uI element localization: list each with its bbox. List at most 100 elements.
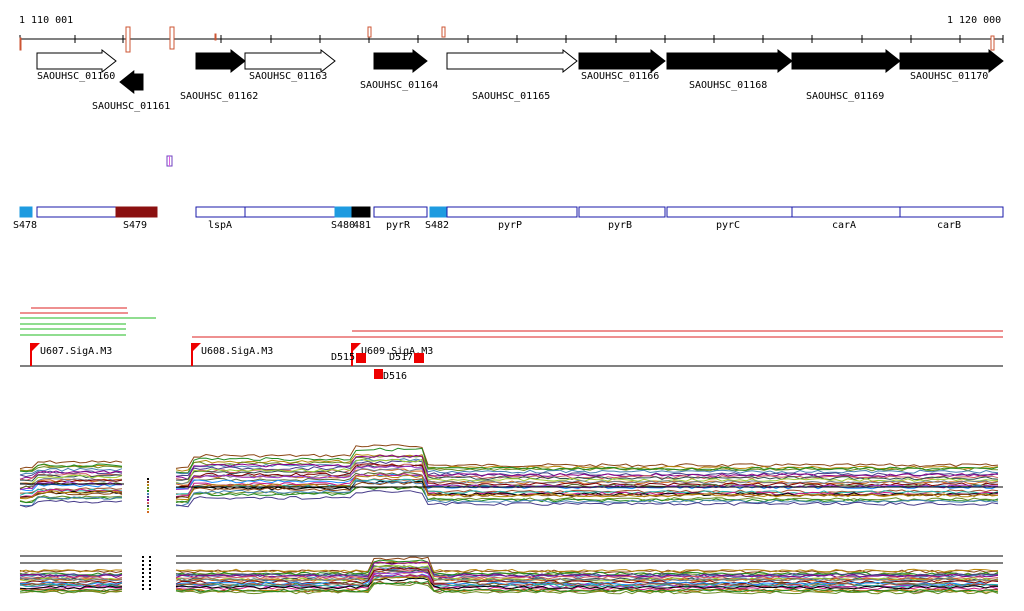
gene-label: SAOUHSC_01163 xyxy=(249,71,327,82)
segment-8[interactable]: pyrR xyxy=(373,206,428,231)
segment-6[interactable]: S480 xyxy=(331,206,355,231)
segment-4[interactable]: lspA xyxy=(195,206,246,231)
expression-gap-dot xyxy=(147,496,149,498)
ruler-track: 1 110 001 1 120 000 xyxy=(19,15,1004,53)
gene-label: SAOUHSC_01161 xyxy=(92,101,170,112)
promoter-track: U607.SigA.M3 U608.SigA.M3 U609.SigA.M3 D515… xyxy=(20,343,1003,382)
expression-line xyxy=(19,588,123,593)
expression-line xyxy=(175,490,999,508)
segment-label: pyrC xyxy=(716,220,740,231)
expression-line xyxy=(19,574,123,578)
segment-3[interactable]: S479 xyxy=(115,206,158,231)
gene-label: SAOUHSC_01160 xyxy=(37,71,115,82)
segment-12[interactable]: pyrC xyxy=(666,206,793,231)
expression-line xyxy=(19,575,123,580)
expression-line xyxy=(175,454,999,480)
segment-7[interactable]: 481 xyxy=(351,206,371,231)
gene-label: SAOUHSC_01162 xyxy=(180,91,258,102)
expression-gap-dot xyxy=(149,588,151,590)
gene-2[interactable]: SAOUHSC_01161 xyxy=(92,69,170,112)
gene-8[interactable]: SAOUHSC_01168 xyxy=(666,48,793,91)
expression-line xyxy=(19,473,123,482)
segment-label: S482 xyxy=(425,220,449,231)
segment-box xyxy=(899,206,1004,218)
segment-9[interactable]: S482 xyxy=(425,206,449,231)
segment-box xyxy=(115,206,158,218)
gene-label: SAOUHSC_01164 xyxy=(360,80,438,91)
expression-line xyxy=(175,567,999,585)
expression-gap-dot xyxy=(147,511,149,513)
promoter-flag xyxy=(192,343,201,352)
segment-1[interactable]: S478 xyxy=(13,206,37,231)
gene-7[interactable]: SAOUHSC_01166 xyxy=(578,48,666,82)
downstream-mark-3[interactable]: D517 xyxy=(389,352,424,363)
expression-gap-dot xyxy=(149,564,151,566)
expression-gap-dot xyxy=(142,560,144,562)
expression-line xyxy=(19,573,123,577)
expression-line xyxy=(175,573,999,591)
promoter-2[interactable]: U608.SigA.M3 xyxy=(191,343,273,366)
promoter-flag xyxy=(31,343,40,352)
expression-line xyxy=(19,578,123,582)
segment-2[interactable] xyxy=(36,206,117,218)
downstream-box xyxy=(414,353,424,363)
expression-gap-dot xyxy=(147,505,149,507)
reads-track xyxy=(20,307,1003,338)
expression-line xyxy=(19,577,123,582)
gene-arrow xyxy=(244,48,336,74)
gene-10[interactable]: SAOUHSC_01170 xyxy=(899,48,1004,82)
expression-line xyxy=(175,444,999,469)
segment-14[interactable]: carB xyxy=(899,206,1004,231)
expression-line xyxy=(19,490,123,500)
segment-box xyxy=(36,206,117,218)
segment-box xyxy=(373,206,428,218)
expression-gap-dot xyxy=(142,556,144,558)
gene-arrow xyxy=(791,48,901,74)
expression-gap-dot xyxy=(149,584,151,586)
downstream-mark-1[interactable]: D515 xyxy=(331,352,366,363)
expression-line xyxy=(175,561,998,573)
gene-5[interactable]: SAOUHSC_01164 xyxy=(360,48,438,91)
feature-marker xyxy=(367,26,372,38)
expression-gap-dot xyxy=(147,481,149,483)
promoter-flag xyxy=(352,343,361,352)
gene-9[interactable]: SAOUHSC_01169 xyxy=(791,48,901,102)
feature-markers xyxy=(19,26,995,53)
segment-10[interactable]: pyrP xyxy=(446,206,578,231)
segment-label: pyrP xyxy=(498,220,522,231)
promoter-1[interactable]: U607.SigA.M3 xyxy=(30,343,112,366)
gene-label: SAOUHSC_01169 xyxy=(806,91,884,102)
gene-label: SAOUHSC_01166 xyxy=(581,71,659,82)
segment-5[interactable] xyxy=(244,206,336,218)
segment-box xyxy=(666,206,793,218)
segment-11[interactable]: pyrB xyxy=(578,206,666,231)
gene-1[interactable]: SAOUHSC_01160 xyxy=(36,48,117,82)
expression-line xyxy=(19,477,123,486)
expression-gap-dot xyxy=(142,588,144,590)
expression-line xyxy=(175,458,999,475)
expression-line xyxy=(19,568,123,573)
expression-line xyxy=(175,573,999,586)
downstream-label: D516 xyxy=(383,371,407,382)
gene-4[interactable]: SAOUHSC_01163 xyxy=(244,48,336,82)
gene-3[interactable]: SAOUHSC_01162 xyxy=(180,48,258,102)
segment-label: pyrR xyxy=(386,220,411,231)
segment-label: S478 xyxy=(13,220,37,231)
expression-gap-dot xyxy=(142,564,144,566)
segment-label: S480 xyxy=(331,220,355,231)
expression-line xyxy=(19,585,123,590)
downstream-mark-2[interactable]: D516 xyxy=(374,369,407,382)
expression-line xyxy=(175,465,999,490)
expression-profile-track-1 xyxy=(19,444,1003,513)
promoter-3[interactable]: U609.SigA.M3 xyxy=(351,343,433,366)
gene-6[interactable]: SAOUHSC_01165 xyxy=(446,48,578,102)
segment-13[interactable]: carA xyxy=(791,206,901,231)
expression-line xyxy=(175,580,999,593)
ruler-end-label: 1 120 000 xyxy=(947,15,1001,26)
expression-line xyxy=(19,488,123,498)
expression-gap-dot xyxy=(142,568,144,570)
gene-arrow xyxy=(195,48,246,74)
expression-line xyxy=(19,460,123,470)
gene-arrow xyxy=(36,48,117,74)
